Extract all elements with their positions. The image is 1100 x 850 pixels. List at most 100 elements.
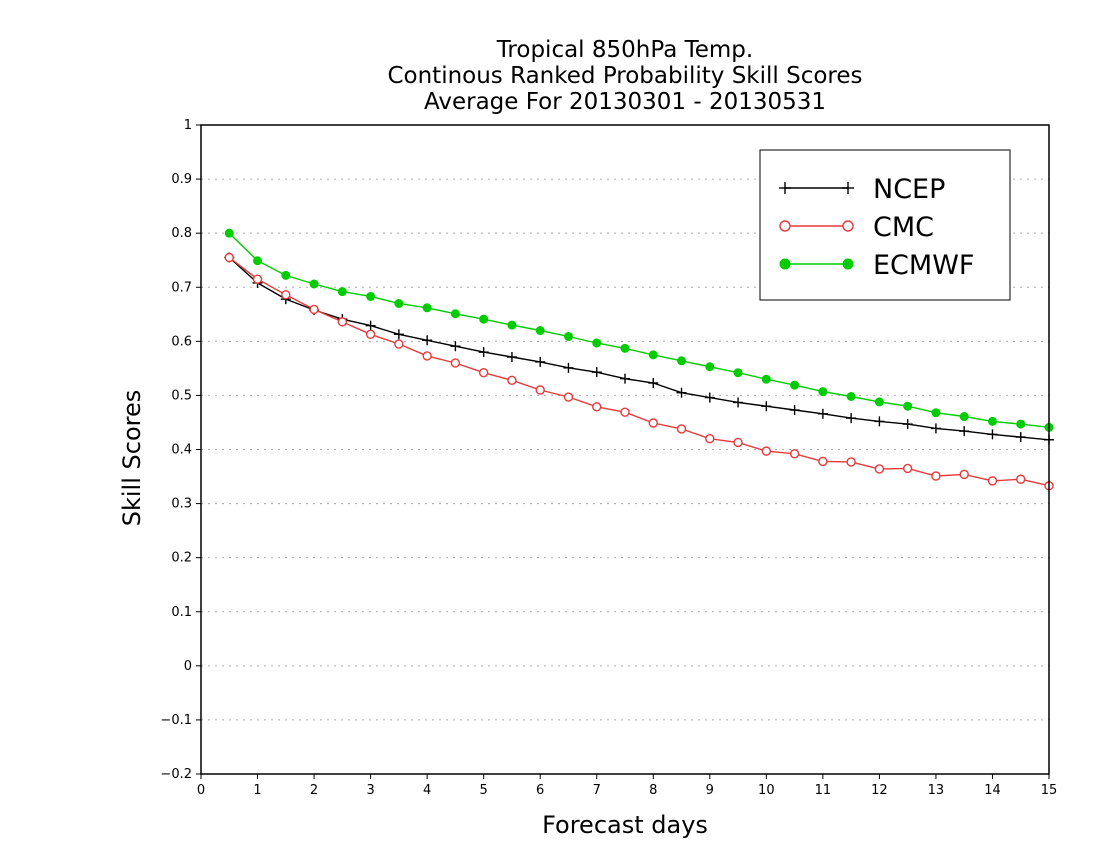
data-point bbox=[252, 274, 263, 284]
data-point bbox=[959, 412, 969, 422]
y-tick-label: 0 bbox=[184, 659, 192, 674]
data-point bbox=[931, 408, 941, 418]
data-point bbox=[535, 326, 545, 336]
series-line bbox=[228, 256, 1050, 487]
data-point bbox=[842, 258, 854, 270]
legend-item-cmc: CMC bbox=[779, 212, 934, 243]
data-point bbox=[253, 256, 263, 266]
legend-item-ecmwf: ECMWF bbox=[779, 250, 974, 281]
data-point bbox=[422, 351, 432, 361]
y-tick-label: 0.1 bbox=[171, 605, 192, 620]
legend-label: ECMWF bbox=[873, 250, 974, 281]
data-point bbox=[337, 317, 348, 327]
data-point bbox=[959, 469, 969, 480]
x-tick-label: 10 bbox=[758, 783, 775, 798]
data-point bbox=[224, 252, 234, 263]
axis-ticks: −0.2−0.100.10.20.30.40.50.60.70.80.910 1 2… bbox=[160, 118, 1057, 798]
data-point bbox=[309, 279, 319, 289]
legend: NCEP CMC ECMWF bbox=[759, 149, 1011, 301]
data-point bbox=[535, 385, 545, 395]
x-axis-label: Forecast days bbox=[542, 811, 708, 839]
data-point bbox=[507, 320, 517, 330]
data-point bbox=[846, 391, 856, 401]
x-tick-label: 3 bbox=[366, 783, 374, 798]
x-tick-label: 8 bbox=[649, 783, 657, 798]
series-line bbox=[228, 256, 1050, 441]
data-point bbox=[281, 270, 291, 280]
x-tick-label: 7 bbox=[593, 783, 601, 798]
data-point bbox=[874, 464, 885, 474]
data-point bbox=[478, 368, 489, 378]
y-tick-label: 0.2 bbox=[171, 551, 192, 566]
y-tick-label: 1 bbox=[184, 118, 192, 133]
data-point bbox=[592, 402, 602, 412]
y-tick-label: 0.9 bbox=[171, 172, 192, 187]
series-layer bbox=[224, 228, 1054, 491]
x-tick-label: 6 bbox=[536, 783, 544, 798]
data-point bbox=[479, 314, 489, 324]
x-tick-label: 5 bbox=[480, 783, 488, 798]
data-point bbox=[790, 380, 800, 390]
x-tick-label: 12 bbox=[871, 783, 888, 798]
data-point bbox=[620, 343, 630, 353]
data-point bbox=[507, 375, 517, 385]
data-point bbox=[818, 387, 828, 397]
y-tick-label: 0.6 bbox=[171, 334, 192, 349]
data-point bbox=[620, 407, 630, 417]
data-point bbox=[366, 291, 376, 301]
data-point bbox=[677, 356, 687, 366]
data-point bbox=[789, 449, 800, 459]
plot-frame bbox=[200, 124, 1050, 775]
data-point bbox=[648, 418, 658, 428]
legend-box bbox=[759, 149, 1011, 301]
x-tick-label: 0 bbox=[197, 783, 205, 798]
data-point bbox=[365, 329, 376, 340]
data-point bbox=[818, 456, 828, 467]
y-tick-label: 0.5 bbox=[171, 388, 192, 403]
data-point bbox=[563, 392, 574, 402]
data-point bbox=[705, 433, 715, 444]
y-tick-label: −0.2 bbox=[160, 767, 192, 782]
y-tick-label: 0.7 bbox=[171, 280, 192, 295]
data-point bbox=[874, 397, 884, 407]
series-cmc bbox=[224, 252, 1054, 491]
data-point bbox=[902, 463, 913, 474]
data-point bbox=[648, 350, 658, 360]
series-ecmwf bbox=[224, 228, 1054, 432]
x-tick-label: 15 bbox=[1041, 783, 1058, 798]
chart-title-line-3: Average For 20130301 - 20130531 bbox=[424, 89, 826, 115]
x-tick-label: 1 bbox=[253, 783, 261, 798]
data-point bbox=[842, 220, 854, 232]
data-point bbox=[733, 368, 743, 378]
data-point bbox=[592, 338, 602, 348]
data-point bbox=[779, 258, 791, 270]
data-point bbox=[931, 471, 941, 481]
data-point bbox=[987, 416, 997, 426]
x-tick-label: 11 bbox=[815, 783, 832, 798]
data-point bbox=[761, 374, 771, 384]
x-tick-label: 13 bbox=[928, 783, 945, 798]
data-point bbox=[779, 220, 791, 232]
legend-item-ncep: NCEP bbox=[779, 174, 945, 205]
chart-title-line-1: Tropical 850hPa Temp. bbox=[496, 37, 753, 63]
data-point bbox=[733, 437, 743, 448]
x-tick-label: 4 bbox=[423, 783, 431, 798]
data-point bbox=[281, 290, 291, 300]
data-point bbox=[1016, 419, 1026, 429]
data-point bbox=[563, 331, 573, 341]
data-point bbox=[761, 446, 772, 456]
data-point bbox=[450, 358, 461, 368]
data-point bbox=[394, 298, 404, 308]
data-point bbox=[337, 287, 347, 297]
series-line bbox=[228, 232, 1050, 428]
chart-title-line-2: Continous Ranked Probability Skill Score… bbox=[387, 63, 862, 89]
data-point bbox=[422, 303, 432, 313]
data-point bbox=[1016, 474, 1026, 484]
y-tick-label: 0.8 bbox=[171, 226, 192, 241]
data-point bbox=[394, 339, 404, 349]
data-point bbox=[705, 362, 715, 372]
x-tick-label: 14 bbox=[984, 783, 1001, 798]
data-point bbox=[676, 424, 687, 434]
legend-label: CMC bbox=[873, 212, 934, 243]
